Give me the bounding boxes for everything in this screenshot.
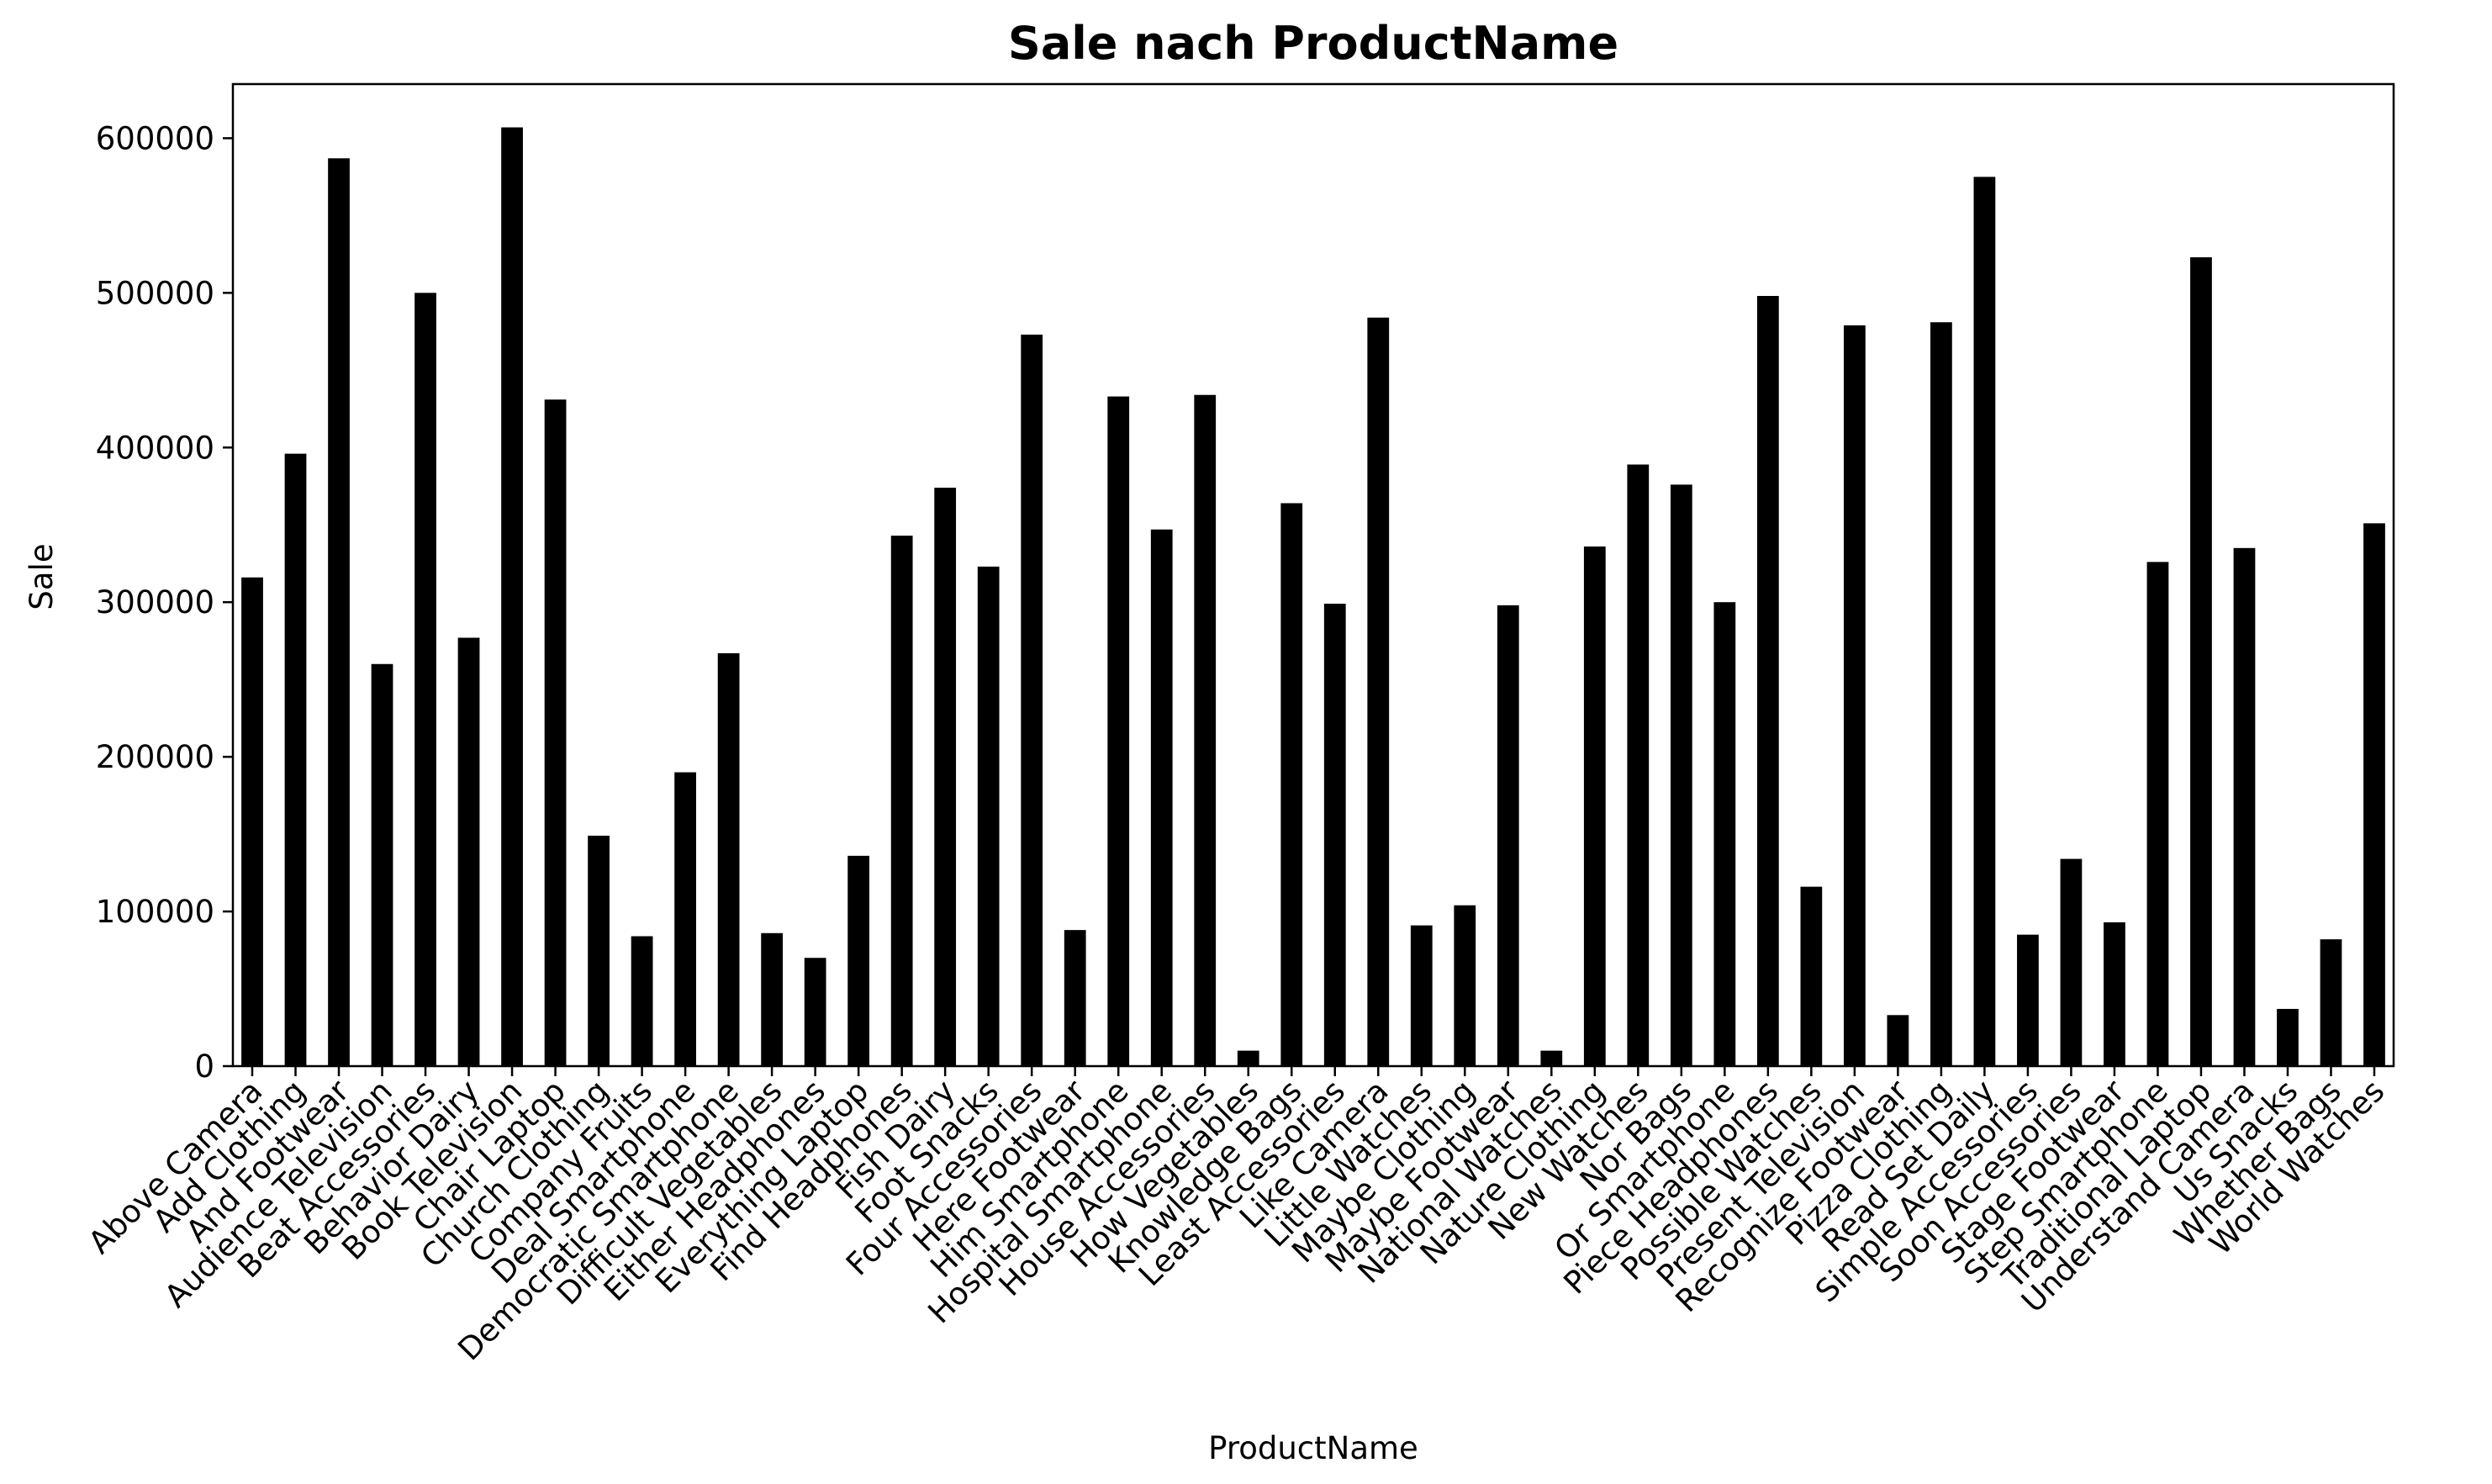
bar bbox=[2104, 922, 2125, 1066]
bar bbox=[2060, 858, 2083, 1066]
bar bbox=[2277, 1008, 2299, 1066]
bar bbox=[414, 293, 436, 1066]
y-tick-label: 500000 bbox=[96, 275, 214, 311]
bar bbox=[457, 637, 480, 1066]
bar bbox=[761, 932, 783, 1066]
chart-title: Sale nach ProductName bbox=[1008, 17, 1618, 70]
y-tick-label: 600000 bbox=[96, 120, 214, 156]
bar bbox=[1237, 1050, 1259, 1066]
bar bbox=[1280, 503, 1303, 1066]
bar bbox=[2190, 257, 2212, 1066]
bar bbox=[1930, 322, 1952, 1066]
bar bbox=[328, 158, 350, 1066]
bar bbox=[544, 399, 567, 1067]
x-axis-label: ProductName bbox=[1208, 1430, 1418, 1466]
bar bbox=[934, 488, 957, 1066]
y-tick-label: 200000 bbox=[96, 739, 214, 775]
bar bbox=[1497, 605, 1519, 1066]
bar bbox=[977, 566, 1000, 1066]
plot-frame bbox=[231, 82, 2395, 1068]
bar bbox=[2363, 523, 2385, 1066]
bar bbox=[2017, 934, 2039, 1066]
bar bbox=[371, 663, 393, 1066]
bar bbox=[1800, 886, 1823, 1066]
bar bbox=[717, 652, 740, 1066]
bar bbox=[847, 855, 870, 1066]
bar bbox=[588, 835, 610, 1066]
bar bbox=[501, 127, 523, 1066]
bar bbox=[1670, 484, 1692, 1066]
y-ticks-group: 0 100000 200000 300000 400000 500000 600000 bbox=[96, 120, 233, 1085]
bar bbox=[631, 936, 653, 1066]
bars-group bbox=[241, 127, 2385, 1067]
bar bbox=[1844, 325, 1866, 1066]
bar bbox=[241, 577, 263, 1066]
bar bbox=[1367, 317, 1390, 1066]
bar bbox=[1713, 602, 1736, 1066]
bar bbox=[1887, 1015, 1909, 1066]
bar bbox=[1064, 930, 1086, 1066]
bar bbox=[674, 772, 696, 1066]
bar bbox=[1323, 604, 1346, 1066]
bar bbox=[2320, 939, 2342, 1066]
y-tick-label: 400000 bbox=[96, 430, 214, 466]
bar bbox=[1021, 334, 1043, 1067]
bar bbox=[1150, 529, 1173, 1066]
bar bbox=[1194, 394, 1217, 1067]
bar bbox=[1540, 1050, 1563, 1066]
bar bbox=[804, 958, 826, 1066]
bar bbox=[1107, 396, 1130, 1066]
bar bbox=[1756, 295, 1779, 1066]
bar bbox=[2233, 547, 2256, 1066]
y-axis-label: Sale bbox=[24, 543, 60, 610]
bar bbox=[284, 453, 307, 1066]
bar bbox=[2146, 562, 2169, 1066]
bar bbox=[1583, 546, 1606, 1066]
y-tick-label: 0 bbox=[194, 1048, 214, 1085]
y-tick-label: 300000 bbox=[96, 584, 214, 621]
y-tick-label: 100000 bbox=[96, 894, 214, 930]
bar bbox=[1973, 177, 1996, 1067]
bar bbox=[890, 536, 913, 1066]
bar bbox=[1454, 905, 1476, 1066]
bar bbox=[1627, 464, 1650, 1066]
bar bbox=[1410, 925, 1433, 1066]
